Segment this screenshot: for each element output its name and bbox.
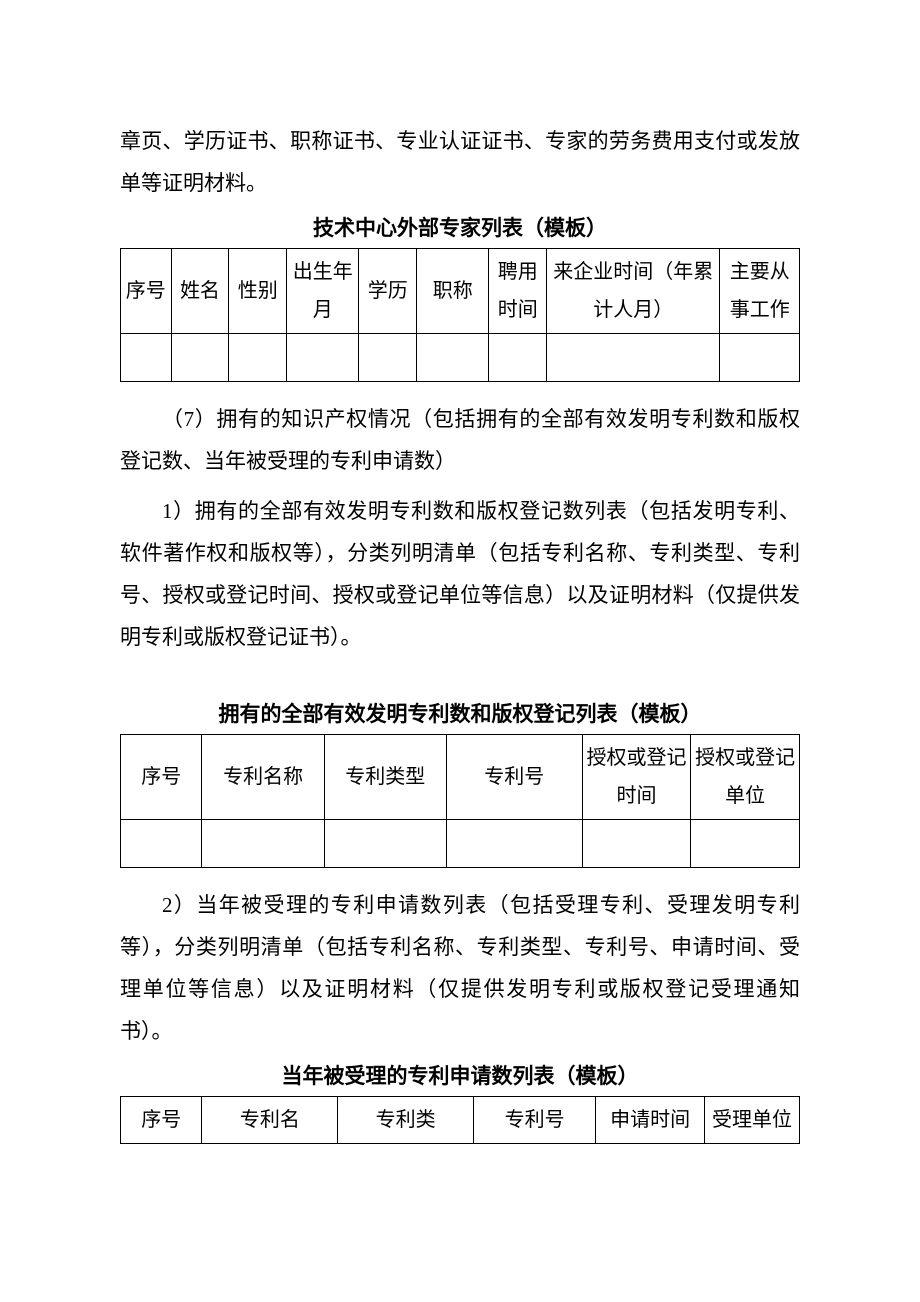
col-patent-name: 专利名称: [202, 735, 324, 820]
document-page: 章页、学历证书、职称证书、专业认证证书、专家的劳务费用支付或发放单等证明材料。 …: [0, 0, 920, 1302]
paragraph-7: （7）拥有的知识产权情况（包括拥有的全部有效发明专利数和版权登记数、当年被受理的…: [120, 398, 800, 482]
cell: [287, 334, 359, 382]
col-hire-time: 聘用时间: [489, 249, 547, 334]
spacer: [120, 666, 800, 694]
col-gender: 性别: [229, 249, 287, 334]
cell: [359, 334, 417, 382]
table-header-row: 序号 专利名称 专利类型 专利号 授权或登记时间 授权或登记单位: [121, 735, 800, 820]
col-accept-unit: 受理单位: [704, 1097, 799, 1144]
cell: [229, 334, 287, 382]
table1-caption: 技术中心外部专家列表（模板）: [120, 212, 800, 242]
col-auth-time: 授权或登记时间: [582, 735, 691, 820]
cell: [582, 820, 691, 868]
col-seq: 序号: [121, 249, 172, 334]
col-patent-no: 专利号: [474, 1097, 596, 1144]
col-birth: 出生年月: [287, 249, 359, 334]
cell: [171, 334, 229, 382]
cell: [202, 820, 324, 868]
patents-accepted-table: 序号 专利名 专利类 专利号 申请时间 受理单位: [120, 1096, 800, 1144]
col-patent-no: 专利号: [446, 735, 582, 820]
cell: [121, 334, 172, 382]
cell: [324, 820, 446, 868]
cell: [691, 820, 800, 868]
col-seq: 序号: [121, 1097, 202, 1144]
col-apply-time: 申请时间: [596, 1097, 705, 1144]
table-row: [121, 334, 800, 382]
col-main-work: 主要从事工作: [720, 249, 800, 334]
cell: [417, 334, 489, 382]
table-header-row: 序号 专利名 专利类 专利号 申请时间 受理单位: [121, 1097, 800, 1144]
table-header-row: 序号 姓名 性别 出生年月 学历 职称 聘用时间 来企业时间（年累计人月） 主要…: [121, 249, 800, 334]
col-name: 姓名: [171, 249, 229, 334]
table2-caption: 拥有的全部有效发明专利数和版权登记列表（模板）: [120, 698, 800, 728]
cell: [489, 334, 547, 382]
cell: [446, 820, 582, 868]
col-title: 职称: [417, 249, 489, 334]
cell: [121, 820, 202, 868]
col-patent-type: 专利类: [338, 1097, 474, 1144]
patents-owned-table: 序号 专利名称 专利类型 专利号 授权或登记时间 授权或登记单位: [120, 734, 800, 868]
col-patent-type: 专利类型: [324, 735, 446, 820]
col-seq: 序号: [121, 735, 202, 820]
experts-table: 序号 姓名 性别 出生年月 学历 职称 聘用时间 来企业时间（年累计人月） 主要…: [120, 248, 800, 382]
paragraph-7-1: 1）拥有的全部有效发明专利数和版权登记数列表（包括发明专利、软件著作权和版权等）…: [120, 490, 800, 658]
table-row: [121, 820, 800, 868]
col-patent-name: 专利名: [202, 1097, 338, 1144]
paragraph-7-2: 2）当年被受理的专利申请数列表（包括受理专利、受理发明专利等），分类列明清单（包…: [120, 884, 800, 1052]
cell: [720, 334, 800, 382]
cell: [547, 334, 720, 382]
intro-paragraph: 章页、学历证书、职称证书、专业认证证书、专家的劳务费用支付或发放单等证明材料。: [120, 120, 800, 204]
table3-caption: 当年被受理的专利申请数列表（模板）: [120, 1060, 800, 1090]
col-education: 学历: [359, 249, 417, 334]
col-auth-unit: 授权或登记单位: [691, 735, 800, 820]
col-company-time: 来企业时间（年累计人月）: [547, 249, 720, 334]
